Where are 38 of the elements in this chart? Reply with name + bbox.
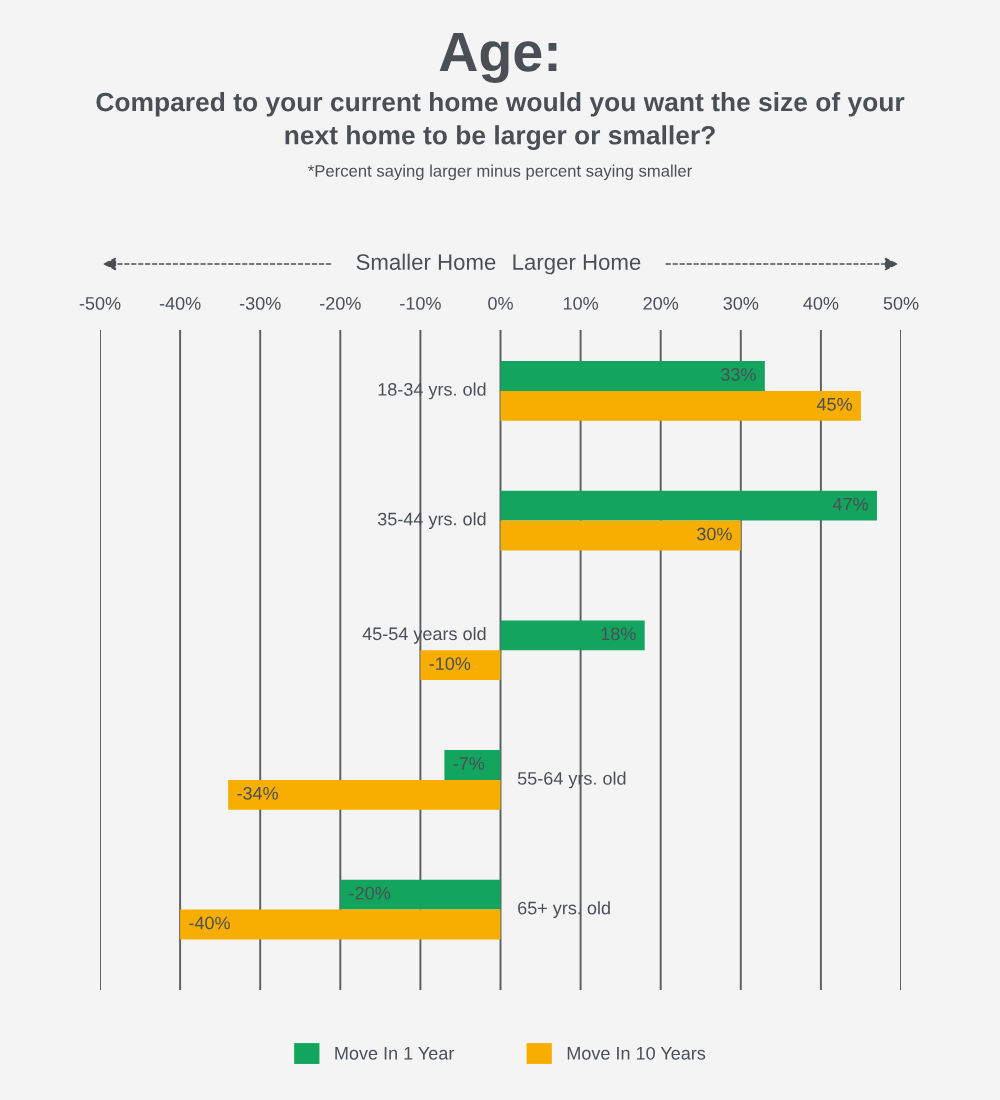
data-label: 45% xyxy=(816,397,852,411)
x-tick-label: 30% xyxy=(723,296,759,310)
data-label: 30% xyxy=(697,527,732,541)
bar xyxy=(500,620,645,651)
chart-subtitle: Compared to your current home would you want the size of your next home to be larger or smaller? xyxy=(96,92,905,150)
data-label: 33% xyxy=(721,368,756,381)
legend-label: Move In 10 Years xyxy=(567,1046,706,1060)
x-tick-label: -10% xyxy=(400,296,441,310)
bar xyxy=(500,520,741,551)
x-tick-label: 40% xyxy=(803,296,839,310)
bar xyxy=(500,390,861,421)
data-label: -20% xyxy=(349,886,391,900)
bar xyxy=(500,361,765,391)
bar xyxy=(444,750,501,780)
text: *Percent saying larger minus percent saying smaller xyxy=(308,164,692,181)
bar xyxy=(420,650,501,681)
legend-label: Move In 1 Year xyxy=(335,1047,455,1060)
data-label: 47% xyxy=(832,497,868,511)
x-tick-label: 50% xyxy=(883,296,919,310)
text: Larger Home xyxy=(513,254,641,275)
bar xyxy=(500,490,877,521)
x-tick-label: 20% xyxy=(643,296,679,310)
x-tick-label: -20% xyxy=(320,296,361,310)
x-tick-label: 0% xyxy=(488,296,513,310)
data-label: -10% xyxy=(429,657,471,671)
x-tick-label: -50% xyxy=(79,296,121,310)
bar xyxy=(228,779,501,810)
bar xyxy=(180,909,501,940)
text: Smaller Home xyxy=(356,253,496,270)
x-tick-label: -30% xyxy=(239,296,281,310)
x-tick-label: -40% xyxy=(159,296,201,310)
data-label: -34% xyxy=(237,786,278,800)
data-label: -40% xyxy=(189,916,230,930)
data-label: 18% xyxy=(601,627,636,641)
data-label: -7% xyxy=(453,757,485,770)
x-tick-label: 10% xyxy=(563,296,599,310)
chart-title: Age: xyxy=(439,32,557,83)
bar xyxy=(340,879,501,910)
